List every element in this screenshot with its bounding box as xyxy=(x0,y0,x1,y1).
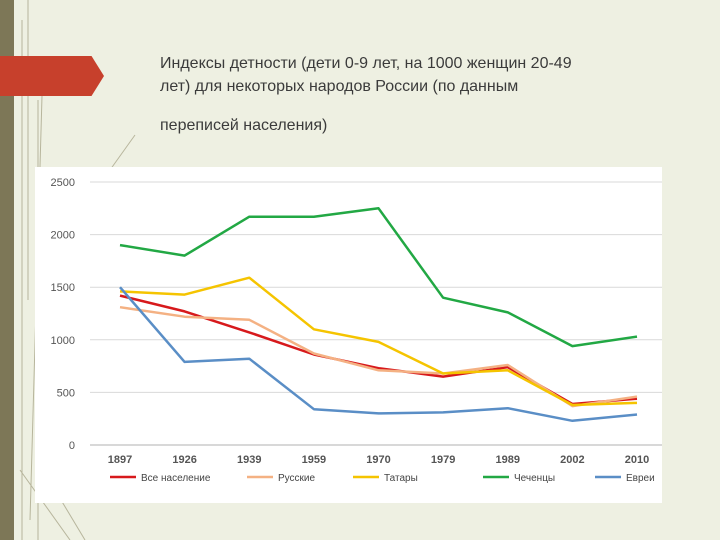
y-tick-label: 2500 xyxy=(51,177,75,189)
series-line-1 xyxy=(119,294,638,406)
x-tick-label: 1926 xyxy=(172,454,196,466)
legend-label-2: Русские xyxy=(278,473,316,484)
x-tick-label: 1989 xyxy=(496,454,520,466)
x-tick-label: 1939 xyxy=(237,454,261,466)
x-tick-label: 1959 xyxy=(302,454,326,466)
title-marker-arrow xyxy=(0,56,104,96)
x-tick-label: 1897 xyxy=(108,454,132,466)
series-line-3 xyxy=(119,276,638,407)
series-line-5 xyxy=(119,286,638,423)
fertility-index-line-chart: 0 500 1000 1500 2000 2500 1897 1926 1939 1959 1970… xyxy=(51,177,665,484)
legend-label-4: Чеченцы xyxy=(514,473,555,484)
slide-title: Индексы детности (дети 0-9 лет, на 1000 … xyxy=(160,52,680,137)
x-tick-label: 2002 xyxy=(560,454,584,466)
x-tick-label: 2010 xyxy=(625,454,649,466)
y-tick-label: 0 xyxy=(69,440,75,452)
title-line-1: Индексы детности (дети 0-9 лет, на 1000 … xyxy=(160,55,572,72)
title-line-3: переписей населения) xyxy=(160,117,328,134)
y-tick-label: 2000 xyxy=(51,230,75,242)
series-line-4 xyxy=(119,207,638,348)
left-decorative-bar xyxy=(0,0,14,540)
chart-container: 0 500 1000 1500 2000 2500 1897 1926 1939 1959 1970… xyxy=(35,167,665,503)
legend-label-5: Евреи xyxy=(626,473,655,484)
legend-label-3: Татары xyxy=(384,473,418,484)
y-tick-label: 1500 xyxy=(51,282,75,294)
y-tick-label: 1000 xyxy=(51,335,75,347)
legend-label-1: Все население xyxy=(141,473,211,484)
title-line-2: лет) для некоторых народов России (по да… xyxy=(160,78,519,95)
y-tick-label: 500 xyxy=(57,387,75,399)
x-tick-label: 1970 xyxy=(366,454,390,466)
x-tick-label: 1979 xyxy=(431,454,455,466)
series-line-2 xyxy=(119,305,638,408)
